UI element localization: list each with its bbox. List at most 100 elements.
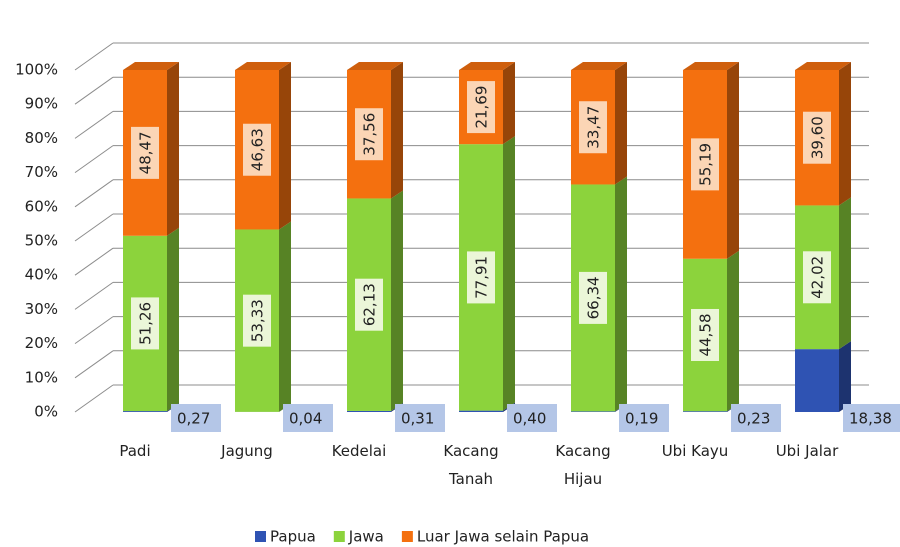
bar-side	[167, 227, 179, 412]
y-tick-label: 10%	[25, 368, 58, 386]
bar-side	[503, 62, 515, 145]
data-label-group: 53,33	[243, 294, 271, 347]
bar-side	[391, 190, 403, 411]
data-label-box	[579, 101, 607, 154]
bar-top	[459, 62, 515, 70]
data-label-box	[355, 278, 383, 331]
bar	[571, 411, 615, 412]
x-tick-label: Kedelai	[331, 442, 387, 460]
bar	[683, 411, 727, 412]
data-label: 0,04	[289, 410, 322, 428]
legend-label: Jawa	[348, 528, 384, 546]
y-tick-label: 0%	[34, 403, 58, 421]
bar-side	[727, 250, 739, 412]
bar-top	[795, 62, 851, 70]
bar-top	[123, 62, 179, 70]
bar-side	[839, 341, 851, 412]
data-label: 0,19	[625, 410, 658, 428]
bar	[459, 410, 503, 412]
bar-side	[727, 62, 739, 259]
data-label-box	[691, 308, 719, 361]
data-label-box	[843, 404, 900, 432]
data-label-box	[731, 404, 781, 432]
data-label-group: 66,34	[579, 271, 607, 324]
legend-label: Papua	[270, 528, 316, 546]
x-tick-label: Kacang Tanah	[443, 442, 499, 488]
data-label-box	[579, 271, 607, 324]
legend-swatch	[333, 531, 345, 542]
bar	[795, 349, 839, 412]
x-tick-label: Padi	[119, 442, 151, 460]
legend-swatch	[255, 531, 266, 542]
bar-top	[235, 62, 291, 70]
data-label-group: 48,47	[131, 126, 159, 179]
data-label: 44,58	[697, 314, 715, 357]
bar-side	[503, 136, 515, 411]
grid-line-slant	[74, 213, 114, 242]
y-tick-label: 40%	[25, 266, 58, 284]
y-tick-label: 30%	[25, 300, 58, 318]
data-label: 0,23	[737, 410, 770, 428]
data-label: 48,47	[137, 131, 155, 174]
data-label-box	[131, 126, 159, 179]
bar-side	[279, 62, 291, 230]
y-tick-label: 70%	[25, 163, 58, 181]
data-label: 0,27	[177, 410, 210, 428]
data-label-box	[243, 123, 271, 176]
data-label: 0,31	[401, 410, 434, 428]
y-tick-label: 20%	[25, 334, 58, 352]
grid-line-slant	[74, 316, 114, 345]
data-label-group: 44,58	[691, 308, 719, 361]
legend-label: Luar Jawa selain Papua	[417, 528, 589, 546]
data-label-group: 62,13	[355, 278, 383, 331]
data-label: 37,56	[361, 113, 379, 156]
data-label: 42,02	[809, 256, 827, 299]
data-label-box	[131, 297, 159, 350]
x-tick-label: Jagung	[221, 442, 273, 460]
data-label-box	[467, 251, 495, 304]
data-label: 39,60	[809, 116, 827, 159]
grid-line-slant	[74, 350, 114, 379]
data-label-box	[395, 404, 445, 432]
data-label-group: 39,60	[803, 111, 831, 164]
data-label-group: 42,02	[803, 251, 831, 304]
data-label-box	[803, 251, 831, 304]
data-label: 62,13	[361, 283, 379, 326]
data-label-group: 55,19	[691, 138, 719, 191]
grid-line-slant	[74, 145, 114, 174]
data-label-group: 46,63	[243, 123, 271, 176]
grid-line-slant	[74, 281, 114, 310]
y-tick-label: 80%	[25, 129, 58, 147]
y-tick-label: 50%	[25, 232, 58, 250]
bar-side	[839, 197, 851, 350]
data-label: 18,38	[849, 410, 892, 428]
grid-line-slant	[74, 247, 114, 276]
data-label: 77,91	[473, 256, 491, 299]
y-tick-label: 100%	[15, 61, 58, 79]
data-label-box	[283, 404, 333, 432]
y-tick-label: 60%	[25, 197, 58, 215]
bar	[123, 411, 167, 412]
data-label-group: 33,47	[579, 101, 607, 154]
legend-swatch	[401, 531, 413, 542]
data-label-box	[467, 81, 495, 134]
data-label: 51,26	[137, 302, 155, 345]
grid-line-slant	[74, 76, 114, 105]
bar-top	[683, 62, 739, 70]
bar-side	[279, 221, 291, 412]
x-tick-label: Kacang Hijau	[555, 442, 611, 488]
data-label-box	[619, 404, 669, 432]
bar-top	[347, 62, 403, 70]
bar-side	[615, 176, 627, 412]
x-tick-label: Ubi Jalar	[775, 442, 839, 460]
y-tick-label: 90%	[25, 95, 58, 113]
data-label-box	[803, 111, 831, 164]
data-label-group: 77,91	[467, 251, 495, 304]
data-label-box	[355, 108, 383, 161]
bar-top	[571, 62, 627, 70]
data-label: 46,63	[249, 128, 267, 171]
data-label-box	[507, 404, 557, 432]
grid-line-slant	[74, 110, 114, 139]
